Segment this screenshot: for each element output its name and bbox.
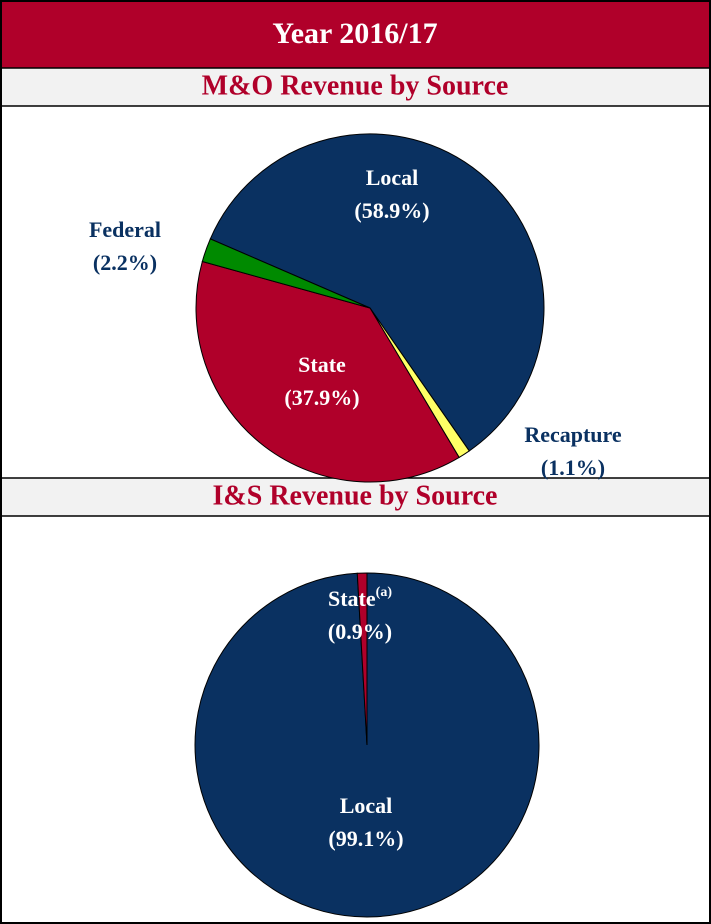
slice-value-label: (2.2%)	[93, 250, 157, 275]
header-bar	[0, 0, 711, 68]
slice-value-label: (0.9%)	[328, 619, 392, 644]
slice-value-label: (58.9%)	[354, 198, 429, 223]
pie-slice	[195, 260, 460, 483]
slice-label: Federal	[89, 217, 161, 242]
slice-label: State	[298, 352, 346, 377]
slice-category: Federal	[89, 217, 161, 242]
slice-value-label: (99.1%)	[328, 826, 403, 851]
pie-slice	[209, 133, 545, 452]
chart-title: M&O Revenue by Source	[202, 70, 509, 101]
slice-category: Local	[340, 793, 393, 818]
slice-label: Recapture	[524, 422, 622, 447]
slice-label: State(a)	[328, 585, 392, 611]
chart-title: I&S Revenue by Source	[213, 480, 498, 511]
slice-value-label: (37.9%)	[284, 385, 359, 410]
slice-label: Local	[366, 165, 419, 190]
slice-category: Local	[366, 165, 419, 190]
pie-slice	[201, 238, 371, 309]
slice-category: Recapture	[524, 422, 622, 447]
section-bar	[0, 67, 711, 107]
slice-superscript: (a)	[376, 585, 393, 600]
slice-category: State	[298, 352, 346, 377]
header-title: Year 2016/17	[272, 17, 437, 50]
slice-category: State	[328, 586, 376, 611]
slice-value-label: (1.1%)	[541, 455, 605, 480]
slice-label: Local	[340, 793, 393, 818]
pie-slice	[356, 572, 368, 746]
